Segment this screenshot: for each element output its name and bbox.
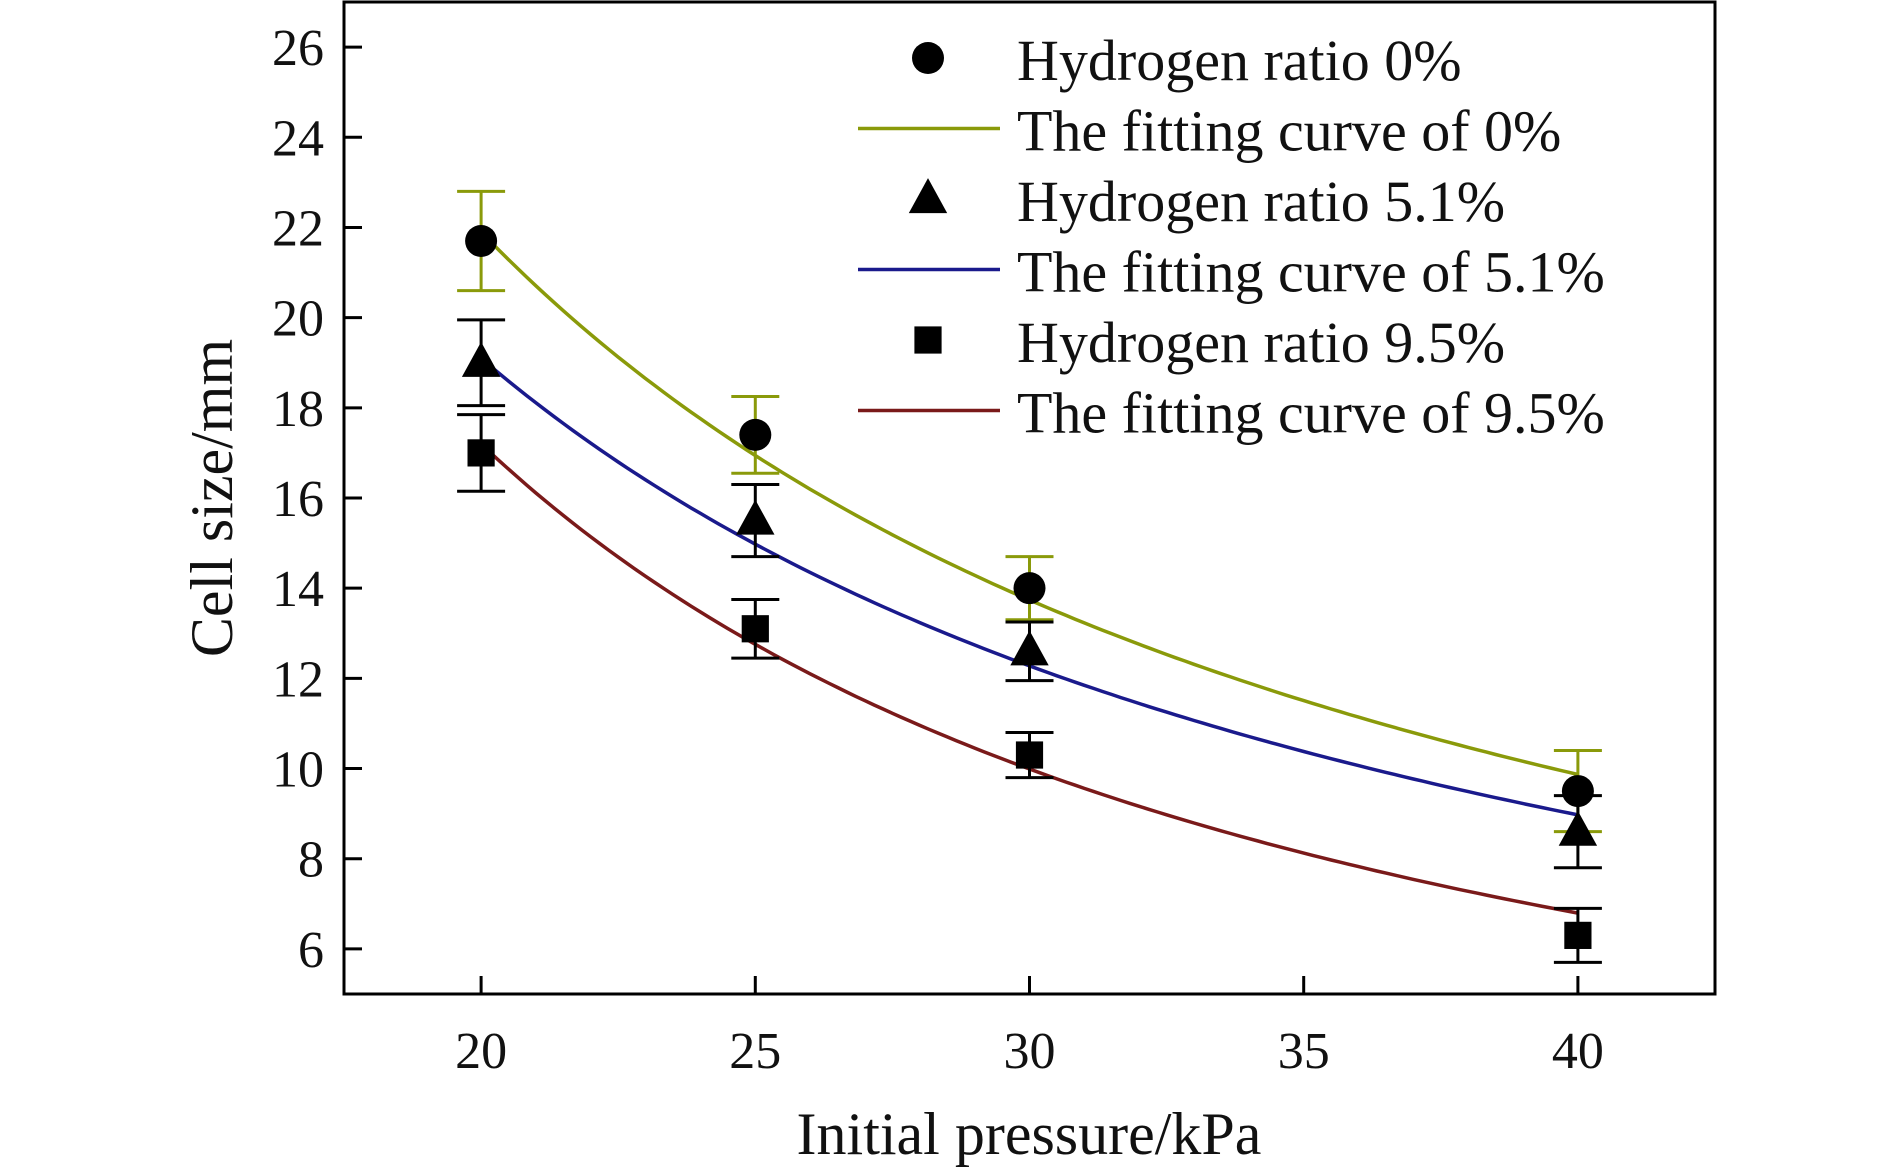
data-point-circle [465, 224, 498, 257]
legend-item: The fitting curve of 0% [858, 99, 1561, 164]
x-axis-ticks: 20 25 30 35 40 [455, 976, 1604, 1080]
data-markers [461, 224, 1598, 949]
legend: Hydrogen ratio 0%The fitting curve of 0%… [858, 28, 1605, 446]
data-point-square [1015, 741, 1044, 769]
data-point-square [914, 326, 942, 354]
x-tick-label: 35 [1278, 1023, 1330, 1080]
legend-label: The fitting curve of 0% [1017, 99, 1561, 164]
x-tick-label: 30 [1004, 1023, 1056, 1080]
y-tick-label: 26 [272, 20, 324, 77]
data-point-triangle [736, 499, 775, 535]
data-point-triangle [1558, 810, 1598, 846]
data-point-triangle [461, 341, 501, 377]
data-point-triangle [908, 178, 948, 214]
data-point-circle [912, 42, 944, 74]
x-axis-title: Initial pressure/kPa [797, 1101, 1262, 1167]
y-tick-label: 20 [272, 291, 324, 348]
x-tick-label: 25 [729, 1023, 781, 1080]
y-tick-label: 18 [272, 381, 324, 438]
y-tick-label: 12 [272, 651, 324, 708]
legend-label: The fitting curve of 9.5% [1017, 381, 1605, 446]
legend-item: The fitting curve of 9.5% [858, 381, 1605, 446]
legend-label: Hydrogen ratio 0% [1017, 28, 1462, 93]
y-tick-label: 16 [272, 471, 324, 528]
data-point-circle [739, 418, 772, 451]
data-point-circle [1013, 572, 1046, 605]
y-tick-label: 22 [272, 200, 324, 257]
y-tick-label: 10 [272, 742, 324, 799]
legend-item: Hydrogen ratio 0% [912, 28, 1462, 93]
y-tick-label: 24 [272, 110, 324, 167]
y-tick-label: 14 [272, 561, 324, 618]
y-tick-label: 8 [298, 832, 324, 889]
x-tick-label: 40 [1552, 1023, 1604, 1080]
data-point-square [741, 615, 769, 643]
y-axis-ticks: 6 8 10 12 14 16 18 20 22 24 26 [272, 20, 362, 979]
legend-label: Hydrogen ratio 5.1% [1017, 169, 1505, 234]
legend-item: Hydrogen ratio 5.1% [908, 169, 1505, 234]
data-point-triangle [1010, 630, 1049, 666]
legend-label: The fitting curve of 5.1% [1017, 240, 1605, 305]
data-point-square [467, 439, 495, 467]
legend-item: Hydrogen ratio 9.5% [914, 310, 1505, 375]
y-axis-title: Cell size/mm [179, 339, 245, 657]
data-point-circle [1561, 775, 1594, 808]
legend-label: Hydrogen ratio 9.5% [1017, 310, 1505, 375]
y-tick-label: 6 [298, 922, 324, 979]
legend-item: The fitting curve of 5.1% [858, 240, 1605, 305]
data-point-square [1564, 921, 1592, 949]
x-tick-label: 20 [455, 1023, 507, 1080]
